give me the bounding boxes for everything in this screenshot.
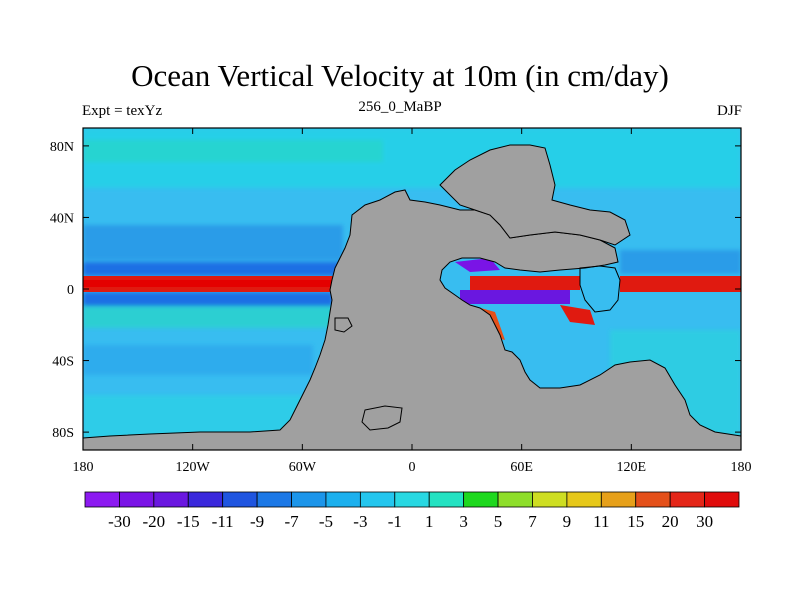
- north-green-band: [83, 140, 383, 162]
- colorbar-swatch: [84, 491, 120, 508]
- colorbar-label: -20: [143, 512, 166, 531]
- colorbar-swatch: [600, 491, 637, 508]
- experiment-label: Expt = texYz: [82, 103, 163, 119]
- colorbar-swatch: [359, 491, 396, 508]
- colorbar-label: -30: [108, 512, 131, 531]
- colorbar-swatch: [635, 491, 671, 508]
- colorbar-label: 1: [425, 512, 434, 531]
- colorbar-label: -3: [353, 512, 367, 531]
- colorbar-swatch: [256, 491, 292, 508]
- map-title: Ocean Vertical Velocity at 10m (in cm/da…: [131, 58, 669, 93]
- season-label: DJF: [716, 103, 742, 119]
- equatorial-upwelling-core: [83, 280, 333, 287]
- downwelling-patch-north: [455, 258, 500, 272]
- colorbar-label: -7: [284, 512, 299, 531]
- x-tick-label: 60W: [289, 460, 317, 475]
- x-tick-label: 0: [409, 460, 416, 475]
- colorbar-swatch: [394, 491, 430, 508]
- colorbar-label: -9: [250, 512, 264, 531]
- colorbar-label: 3: [459, 512, 468, 531]
- colorbar-swatch: [566, 491, 602, 508]
- colorbar-swatch: [325, 491, 361, 508]
- colorbar-swatch: [119, 491, 155, 508]
- colorbar-label: 30: [696, 512, 713, 531]
- y-tick-label: 80N: [50, 140, 74, 155]
- colorbar-label: -15: [177, 512, 200, 531]
- colorbar-label: 20: [662, 512, 679, 531]
- y-tick-label: 40S: [52, 355, 74, 370]
- east-blue-band: [620, 250, 741, 274]
- colorbar-swatch: [704, 491, 740, 508]
- north-blue-band: [83, 225, 343, 260]
- x-axis: 180 120W 60W 0 60E 120E 180: [73, 128, 752, 475]
- equatorial-upwelling-east: [620, 276, 741, 292]
- land-masses: [83, 144, 741, 450]
- upwelling-patch-east: [560, 305, 595, 325]
- south-green-band: [83, 306, 333, 328]
- colorbar-swatch: [428, 491, 465, 508]
- downwelling-band: [460, 290, 570, 304]
- x-tick-label: 120E: [617, 460, 647, 475]
- colorbar-swatch: [532, 491, 568, 508]
- island-west: [334, 317, 353, 333]
- equator-blue-south: [83, 292, 333, 306]
- colorbar-label: -1: [388, 512, 402, 531]
- x-tick-label: 120W: [176, 460, 211, 475]
- colorbar-swatch: [187, 491, 224, 508]
- period-label: 256_0_MaBP: [358, 99, 442, 115]
- colorbar-label: 7: [528, 512, 537, 531]
- y-axis: 80N 40N 0 40S 80S: [50, 140, 741, 441]
- colorbar-label: 11: [593, 512, 609, 531]
- equator-blue-north: [83, 262, 343, 276]
- colorbar-swatch: [497, 491, 533, 508]
- south-blue-band: [83, 345, 313, 375]
- colorbar: -30 -20 -15 -11 -9 -7 -5 -3 -1 1 3 5 7 9 11 15 20 30: [84, 491, 740, 531]
- colorbar-label: 5: [494, 512, 503, 531]
- y-tick-label: 0: [67, 283, 74, 298]
- colorbar-swatch: [669, 491, 705, 508]
- x-tick-label: 180: [731, 460, 752, 475]
- y-tick-label: 40N: [50, 211, 74, 226]
- colorbar-swatch: [222, 491, 258, 508]
- colorbar-swatch: [291, 491, 327, 508]
- y-tick-label: 80S: [52, 426, 74, 441]
- colorbar-label: -5: [319, 512, 333, 531]
- colorbar-swatch: [463, 491, 499, 508]
- x-tick-label: 60E: [510, 460, 533, 475]
- colorbar-label: 15: [627, 512, 644, 531]
- x-tick-label: 180: [73, 460, 94, 475]
- colorbar-label: 9: [563, 512, 572, 531]
- equatorial-upwelling-central: [470, 276, 580, 290]
- colorbar-label: -11: [212, 512, 234, 531]
- colorbar-swatch: [153, 491, 189, 508]
- island-south: [361, 405, 403, 431]
- north-landmass: [439, 144, 631, 246]
- inner-sea-basin: [579, 265, 621, 313]
